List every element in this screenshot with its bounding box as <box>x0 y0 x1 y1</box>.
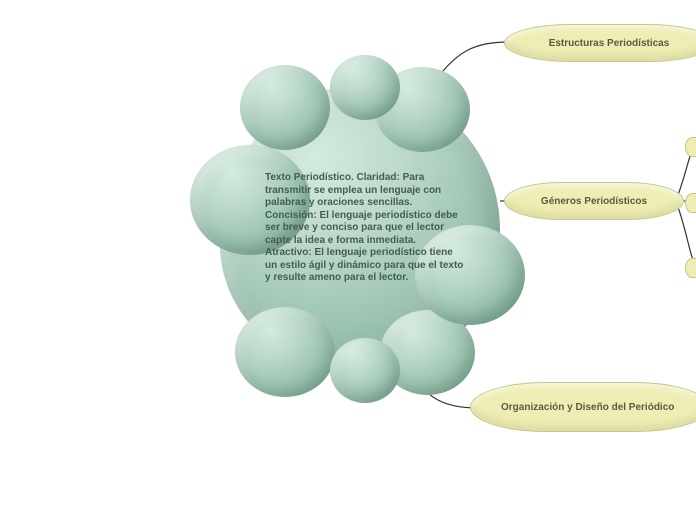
node-generos[interactable]: Géneros Periodísticos <box>504 182 684 220</box>
node-stub[interactable] <box>685 258 696 278</box>
node-label: Organización y Diseño del Periódico <box>501 402 674 413</box>
node-stub[interactable] <box>685 193 696 213</box>
mindmap-canvas: Texto Periodístico. Claridad: Para trans… <box>0 0 696 520</box>
node-estructuras[interactable]: Estructuras Periodísticas <box>504 24 696 62</box>
center-node-text: Texto Periodístico. Claridad: Para trans… <box>265 172 465 285</box>
node-organizacion[interactable]: Organización y Diseño del Periódico <box>470 382 696 432</box>
node-label: Géneros Periodísticos <box>541 196 647 207</box>
node-label: Estructuras Periodísticas <box>549 38 670 49</box>
node-stub[interactable] <box>685 137 696 157</box>
